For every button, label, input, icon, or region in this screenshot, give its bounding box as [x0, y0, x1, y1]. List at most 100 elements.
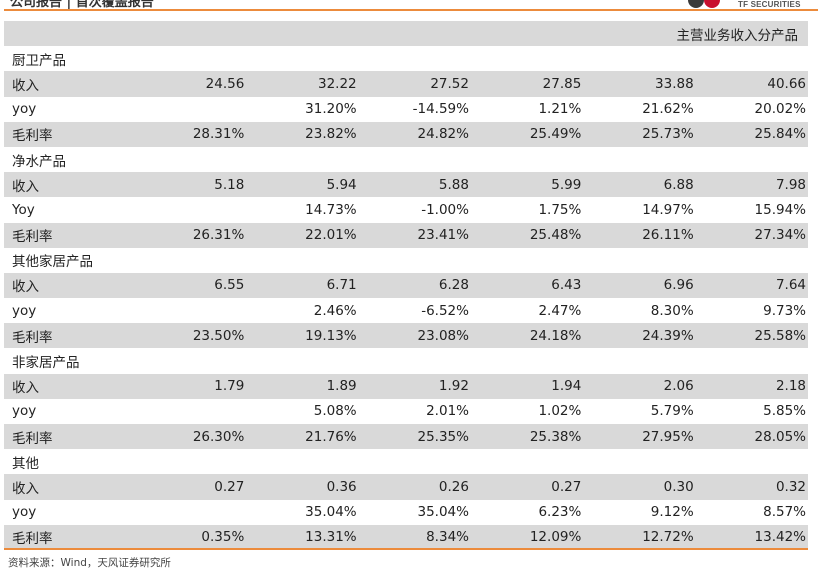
table-cell: -1.00% [421, 201, 469, 218]
table-cell: 31.20% [305, 101, 357, 118]
table-cell: 9.12% [650, 504, 694, 521]
table-cell: 27.95% [642, 428, 694, 445]
table-cell: 0.35% [201, 529, 245, 546]
table-cell: 0.30 [663, 478, 694, 495]
logo-text: TF SECURITIES [738, 0, 801, 9]
table-cell: 28.05% [754, 428, 807, 445]
table-row: yoy 35.04% 35.04% 6.23% 9.12% 8.57% [4, 500, 808, 525]
table-cell: 24.18% [529, 327, 582, 344]
table-cell: 15.94% [754, 201, 807, 218]
table-cell: 8.57% [763, 504, 807, 521]
table-cell: 21.76% [305, 428, 357, 445]
table-cell: 25.48% [529, 227, 582, 244]
table-cell: 19.13% [305, 327, 357, 344]
row-label: 收入 [12, 77, 39, 94]
table-row: 收入 0.27 0.36 0.26 0.27 0.30 0.32 [4, 474, 808, 500]
table-cell: 5.94 [326, 176, 357, 193]
table-cell: 26.31% [192, 227, 245, 244]
row-label: Yoy [12, 201, 35, 218]
table-cell: 35.04% [305, 504, 357, 521]
table-cell: 9.73% [763, 302, 807, 319]
table-cell: 40.66 [767, 75, 807, 92]
table-cell: 20.02% [754, 101, 807, 118]
table-row: 毛利率 28.31% 23.82% 24.82% 25.49% 25.73% 25.84% [4, 121, 808, 147]
table-bottom-divider [4, 548, 808, 550]
table-cell: 14.97% [642, 201, 694, 218]
table-cell: 27.52 [430, 75, 469, 92]
table-cell: 24.56 [205, 75, 245, 92]
table-cell: 25.35% [417, 428, 469, 445]
table-cell: 7.64 [775, 277, 807, 294]
section-name: 其他家居产品 [12, 254, 93, 271]
section-header-row: 厨卫产品 [4, 46, 808, 71]
header-divider [4, 9, 818, 11]
table-row: 收入 1.79 1.89 1.92 1.94 2.06 2.18 [4, 373, 808, 399]
table-cell: 22.01% [305, 227, 357, 244]
table-cell: 6.43 [551, 277, 582, 294]
table-cell: 13.31% [305, 529, 357, 546]
row-label: 收入 [12, 480, 39, 497]
source-note: 资料来源：Wind，天风证券研究所 [8, 557, 171, 569]
table-cell: 5.85% [763, 403, 807, 420]
table-cell: 8.34% [426, 529, 469, 546]
table-cell: 0.26 [438, 478, 469, 495]
table-cell: -14.59% [412, 101, 469, 118]
table-cell: 6.96 [663, 277, 694, 294]
table-cell: 13.42% [754, 529, 807, 546]
row-label: 毛利率 [12, 430, 53, 447]
section-header-row: 其他 [4, 449, 808, 474]
table-cell: 35.04% [417, 504, 469, 521]
section-name: 非家居产品 [12, 355, 80, 372]
table-row: 毛利率 26.30% 21.76% 25.35% 25.38% 27.95% 28.05% [4, 424, 808, 450]
table-cell: 6.28 [438, 277, 469, 294]
table-cell: 25.38% [529, 428, 582, 445]
table-cell: 5.88 [438, 176, 469, 193]
table-cell: 26.30% [192, 428, 245, 445]
row-label: yoy [12, 302, 37, 319]
table-cell: 6.23% [538, 504, 582, 521]
table-cell: 23.50% [192, 327, 245, 344]
table-cell: 27.34% [754, 227, 807, 244]
table-cell: 25.49% [529, 126, 582, 143]
table-cell: 21.62% [642, 101, 694, 118]
table-cell: 2.18 [775, 378, 807, 395]
table-cell: 23.08% [417, 327, 469, 344]
table-cell: 32.22 [317, 75, 357, 92]
table-cell: 6.71 [326, 277, 357, 294]
table-cell: 5.08% [313, 403, 357, 420]
table-cell: 2.01% [426, 403, 469, 420]
table-title-row: 主营业务收入分产品 [4, 21, 808, 47]
table-cell: 12.09% [529, 529, 582, 546]
table-cell: 25.58% [754, 327, 807, 344]
table-cell: 0.32 [775, 478, 807, 495]
table-cell: 1.89 [326, 378, 357, 395]
table-cell: -6.52% [421, 302, 469, 319]
section-name: 净水产品 [12, 153, 66, 170]
table-row: 收入 24.56 32.22 27.52 27.85 33.88 40.66 [4, 71, 808, 97]
table-cell: 28.31% [192, 126, 245, 143]
table-row: yoy 31.20% -14.59% 1.21% 21.62% 20.02% [4, 97, 808, 122]
row-label: 毛利率 [12, 128, 53, 145]
table-cell: 1.79 [214, 378, 245, 395]
row-label: 毛利率 [12, 229, 53, 246]
table-cell: 26.11% [642, 227, 694, 244]
table-cell: 2.46% [313, 302, 357, 319]
table-cell: 1.02% [538, 403, 582, 420]
table-row: yoy 5.08% 2.01% 1.02% 5.79% 5.85% [4, 399, 808, 424]
table-cell: 25.84% [754, 126, 807, 143]
table-cell: 24.82% [417, 126, 469, 143]
table-row: 毛利率 23.50% 19.13% 23.08% 24.18% 24.39% 25.58% [4, 323, 808, 349]
table-cell: 23.41% [417, 227, 469, 244]
row-label: 收入 [12, 380, 39, 397]
table-cell: 0.27 [214, 478, 245, 495]
table-cell: 8.30% [650, 302, 694, 319]
table-cell: 1.75% [538, 201, 582, 218]
row-label: 毛利率 [12, 329, 53, 346]
table-cell: 7.98 [775, 176, 807, 193]
table-row: 收入 5.18 5.94 5.88 5.99 6.88 7.98 [4, 172, 808, 198]
table-cell: 0.36 [326, 478, 357, 495]
row-label: 收入 [12, 178, 39, 195]
table-row: 收入 6.55 6.71 6.28 6.43 6.96 7.64 [4, 272, 808, 299]
table-cell: 23.82% [305, 126, 357, 143]
table-row: 毛利率 26.31% 22.01% 23.41% 25.48% 26.11% 27.34% [4, 222, 808, 248]
